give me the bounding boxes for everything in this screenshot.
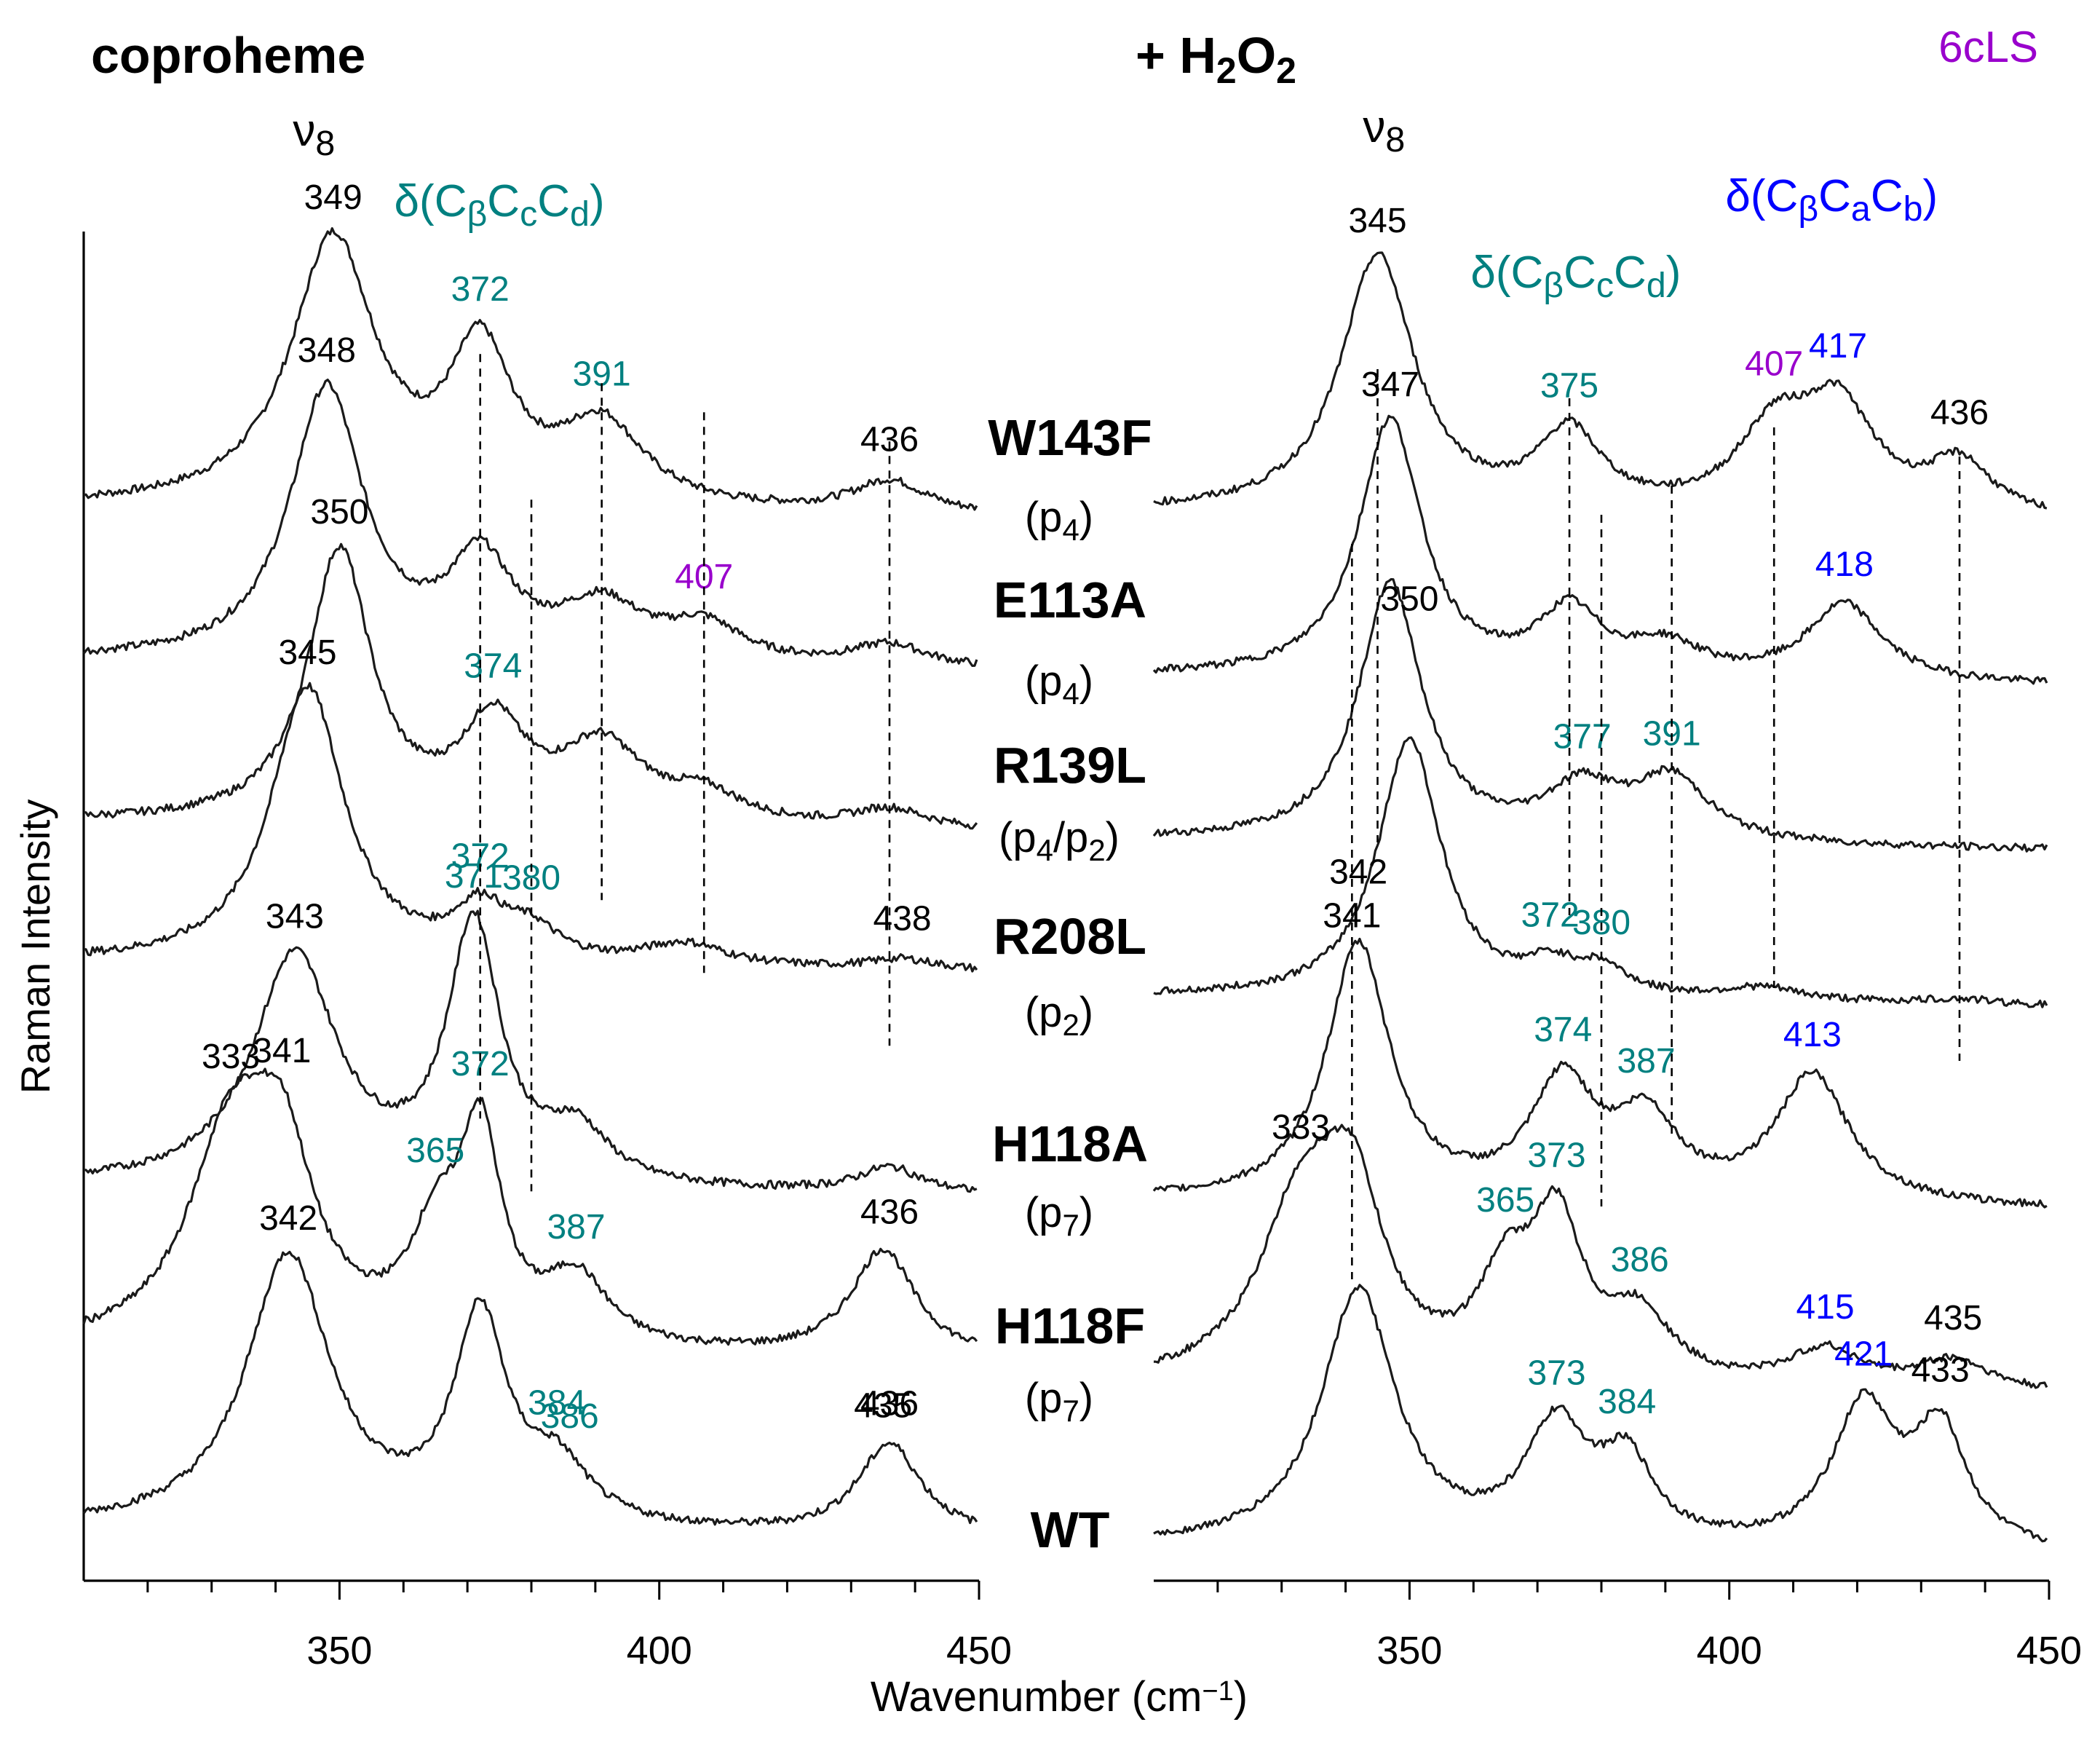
band-label-delta: δ(CβCcCd) bbox=[395, 176, 605, 234]
band-label-nu8: ν8 bbox=[293, 106, 335, 163]
peak-label: 350 bbox=[1380, 580, 1438, 619]
peak-label: 365 bbox=[1476, 1181, 1534, 1220]
peak-label: 342 bbox=[1329, 853, 1387, 892]
peak-label: 371 bbox=[445, 857, 503, 896]
peak-label: 387 bbox=[1617, 1042, 1675, 1081]
peak-label: 374 bbox=[1534, 1011, 1592, 1049]
panel-title-coproheme: coproheme bbox=[91, 27, 365, 84]
peak-label: 347 bbox=[1361, 366, 1419, 404]
peak-label: 435 bbox=[854, 1387, 912, 1426]
sample-heme-label: (p4) bbox=[1025, 494, 1093, 547]
spectrum-wt-left bbox=[82, 1250, 978, 1526]
peak-label: 333 bbox=[1272, 1108, 1330, 1147]
x-tick-label: 350 bbox=[306, 1629, 372, 1672]
peak-label: 384 bbox=[528, 1383, 586, 1422]
sample-heme-label: (p7) bbox=[1025, 1375, 1093, 1428]
peak-label: 407 bbox=[1745, 345, 1803, 384]
panel-title-h2o2: + H2O2 bbox=[1136, 27, 1296, 91]
spectrum-e113a-right bbox=[1152, 414, 2048, 685]
x-tick-label: 400 bbox=[627, 1629, 692, 1672]
left-panel: 350 400 4503493723914363484073503743453723… bbox=[12, 27, 1248, 1721]
peak-label: 384 bbox=[1598, 1383, 1656, 1421]
peak-label: 377 bbox=[1553, 718, 1612, 757]
peak-label: 341 bbox=[253, 1032, 311, 1070]
peak-label: 436 bbox=[1930, 394, 1989, 432]
peak-label: 436 bbox=[860, 421, 919, 459]
peak-label: 333 bbox=[202, 1038, 260, 1076]
peak-label: 343 bbox=[266, 898, 324, 936]
peak-label: 386 bbox=[541, 1397, 599, 1436]
spectrum-e113a-left bbox=[82, 379, 978, 667]
peak-label: 365 bbox=[406, 1131, 464, 1170]
peak-label: 436 bbox=[860, 1193, 919, 1232]
sample-name-wt: WT bbox=[1031, 1501, 1110, 1558]
peak-label: 374 bbox=[464, 647, 522, 686]
peak-label: 421 bbox=[1834, 1335, 1893, 1373]
sample-name-h118a: H118A bbox=[992, 1115, 1148, 1172]
peak-label: 372 bbox=[451, 1045, 510, 1083]
sample-name-e113a: E113A bbox=[994, 572, 1146, 628]
spectrum-r139l-right bbox=[1152, 578, 2048, 853]
spectrum-h118f-left bbox=[82, 1067, 978, 1346]
peak-label: 415 bbox=[1796, 1288, 1854, 1327]
y-axis-label: Raman Intensity bbox=[12, 799, 58, 1094]
peak-label: 348 bbox=[298, 331, 356, 370]
peak-label: 436 bbox=[860, 1384, 919, 1423]
sample-heme-label: (p4/p2) bbox=[999, 814, 1120, 867]
peak-label: 433 bbox=[1911, 1351, 1970, 1389]
peak-label: 372 bbox=[1521, 896, 1580, 934]
sample-name-w143f: W143F bbox=[988, 409, 1152, 466]
x-tick-label: 350 bbox=[1376, 1629, 1442, 1672]
x-axis-label: Wavenumber (cm−1) bbox=[871, 1673, 1248, 1721]
band-label-nu8: ν8 bbox=[1363, 102, 1405, 159]
peak-label: 372 bbox=[451, 270, 510, 309]
sample-heme-label: (p2) bbox=[1025, 989, 1093, 1042]
peak-label: 373 bbox=[1527, 1354, 1585, 1393]
peak-label: 349 bbox=[304, 178, 362, 217]
spectrum-w143f-left bbox=[83, 227, 978, 511]
sample-name-h118f: H118F bbox=[995, 1297, 1145, 1354]
peak-label: 435 bbox=[1924, 1299, 1982, 1338]
peak-label: 350 bbox=[310, 493, 368, 532]
band-label-delta: δ(CβCaCb) bbox=[1725, 171, 1938, 229]
x-tick-label: 450 bbox=[2016, 1629, 2082, 1672]
spectrum-r139l-left bbox=[83, 542, 978, 830]
spectrum-r208l-left bbox=[83, 682, 978, 973]
peak-label: 417 bbox=[1809, 327, 1867, 366]
x-tick-label: 450 bbox=[946, 1629, 1012, 1672]
sample-heme-label: (p7) bbox=[1025, 1189, 1093, 1242]
corner-label-6cls: 6cLS bbox=[1938, 23, 2038, 71]
band-label-delta: δ(CβCcCd) bbox=[1470, 248, 1681, 305]
spectrum-w143f-right bbox=[1153, 251, 2048, 510]
spectrum-h118f-right bbox=[1153, 1123, 2048, 1389]
peak-label: 387 bbox=[547, 1208, 605, 1247]
peak-label: 418 bbox=[1815, 545, 1874, 584]
peak-label: 342 bbox=[259, 1199, 317, 1238]
peak-label: 386 bbox=[1611, 1241, 1669, 1279]
peak-label: 438 bbox=[873, 899, 932, 938]
spectrum-h118a-right bbox=[1152, 937, 2048, 1209]
sample-heme-label: (p4) bbox=[1025, 657, 1093, 711]
spectrum-r208l-right bbox=[1153, 736, 2048, 1008]
peak-label: 345 bbox=[278, 633, 336, 672]
peak-label: 373 bbox=[1527, 1137, 1585, 1175]
spectrum-wt-right bbox=[1153, 1284, 2048, 1543]
sample-name-r139l: R139L bbox=[994, 737, 1146, 794]
x-tick-label: 400 bbox=[1697, 1629, 1762, 1672]
peak-label: 345 bbox=[1348, 202, 1406, 240]
peak-label: 413 bbox=[1783, 1016, 1842, 1054]
sample-name-r208l: R208L bbox=[994, 908, 1146, 965]
